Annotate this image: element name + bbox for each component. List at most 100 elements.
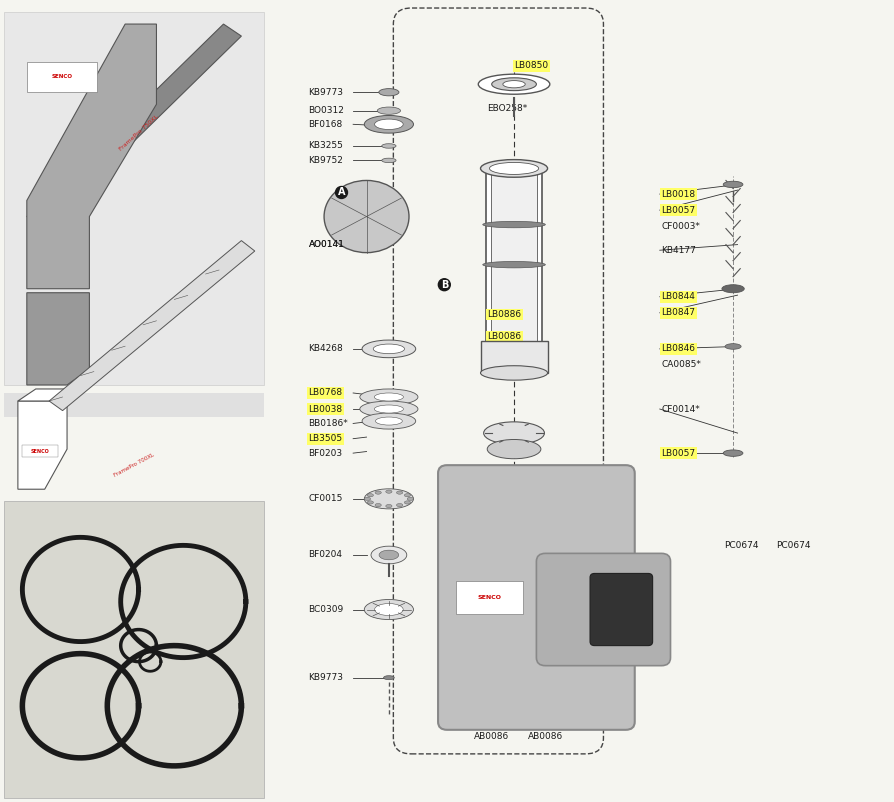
Text: BO0312: BO0312 bbox=[308, 106, 344, 115]
Ellipse shape bbox=[407, 497, 413, 500]
Ellipse shape bbox=[483, 261, 545, 268]
FancyBboxPatch shape bbox=[590, 573, 653, 646]
Ellipse shape bbox=[502, 81, 525, 88]
Ellipse shape bbox=[375, 405, 403, 413]
Text: CA0085*: CA0085* bbox=[662, 360, 702, 370]
Ellipse shape bbox=[385, 504, 392, 508]
Text: SENCO: SENCO bbox=[51, 75, 72, 79]
Text: KC0027: KC0027 bbox=[487, 444, 522, 454]
Ellipse shape bbox=[371, 546, 407, 564]
Ellipse shape bbox=[384, 675, 394, 680]
Ellipse shape bbox=[379, 550, 399, 560]
Ellipse shape bbox=[365, 115, 413, 133]
Ellipse shape bbox=[385, 490, 392, 493]
Ellipse shape bbox=[375, 119, 403, 130]
Text: BF0203: BF0203 bbox=[308, 448, 342, 458]
Text: KB9773: KB9773 bbox=[308, 87, 343, 97]
Ellipse shape bbox=[481, 366, 547, 380]
Ellipse shape bbox=[367, 500, 374, 504]
FancyBboxPatch shape bbox=[491, 172, 537, 341]
Ellipse shape bbox=[377, 107, 401, 115]
Text: BF0204: BF0204 bbox=[308, 550, 342, 560]
Text: LB0846: LB0846 bbox=[662, 344, 696, 354]
Text: LB0018: LB0018 bbox=[662, 189, 696, 199]
Text: BC0309: BC0309 bbox=[308, 605, 343, 614]
Text: EBO258*: EBO258* bbox=[487, 103, 527, 113]
Text: LB0847: LB0847 bbox=[662, 308, 696, 318]
Text: BB0186*: BB0186* bbox=[308, 419, 348, 428]
Polygon shape bbox=[27, 24, 241, 229]
Ellipse shape bbox=[373, 344, 404, 354]
Ellipse shape bbox=[365, 489, 413, 508]
Text: AO0141: AO0141 bbox=[308, 240, 344, 249]
Text: LB0038: LB0038 bbox=[308, 404, 342, 414]
Text: LB0057: LB0057 bbox=[662, 448, 696, 458]
Text: AB0086: AB0086 bbox=[474, 731, 509, 741]
Ellipse shape bbox=[404, 500, 410, 504]
Ellipse shape bbox=[379, 89, 399, 96]
Ellipse shape bbox=[404, 494, 410, 496]
Polygon shape bbox=[18, 389, 67, 401]
Ellipse shape bbox=[324, 180, 409, 253]
FancyBboxPatch shape bbox=[438, 465, 635, 730]
Ellipse shape bbox=[365, 600, 413, 619]
Ellipse shape bbox=[723, 450, 743, 456]
Polygon shape bbox=[27, 293, 89, 385]
FancyBboxPatch shape bbox=[536, 553, 670, 666]
Text: AO0141: AO0141 bbox=[308, 240, 344, 249]
Ellipse shape bbox=[375, 417, 402, 425]
Text: KB9752: KB9752 bbox=[308, 156, 343, 165]
Text: KB9773: KB9773 bbox=[308, 673, 343, 683]
Text: LB3505: LB3505 bbox=[308, 434, 342, 444]
Text: KB3255: KB3255 bbox=[308, 141, 343, 151]
Ellipse shape bbox=[367, 494, 374, 496]
FancyBboxPatch shape bbox=[481, 341, 548, 373]
Ellipse shape bbox=[481, 160, 547, 177]
Text: A: A bbox=[338, 188, 345, 197]
Ellipse shape bbox=[375, 504, 381, 507]
Text: FramePro 750XL: FramePro 750XL bbox=[118, 113, 159, 152]
Ellipse shape bbox=[483, 221, 545, 228]
Text: CF0014*: CF0014* bbox=[662, 404, 700, 414]
Text: SENCO: SENCO bbox=[31, 449, 49, 454]
Text: KB4177: KB4177 bbox=[662, 245, 696, 255]
Text: LB0886: LB0886 bbox=[487, 310, 521, 319]
Text: PC0674: PC0674 bbox=[776, 541, 811, 550]
FancyBboxPatch shape bbox=[4, 501, 264, 798]
Ellipse shape bbox=[375, 491, 381, 494]
Ellipse shape bbox=[364, 497, 370, 500]
Text: SENCO: SENCO bbox=[477, 595, 502, 600]
Text: AB0086: AB0086 bbox=[527, 731, 562, 741]
Ellipse shape bbox=[484, 422, 544, 444]
Ellipse shape bbox=[725, 344, 741, 350]
Text: LB0844: LB0844 bbox=[662, 292, 696, 302]
Text: LB0086: LB0086 bbox=[487, 332, 521, 342]
Ellipse shape bbox=[396, 504, 402, 507]
Ellipse shape bbox=[722, 285, 744, 293]
Text: CF0015: CF0015 bbox=[308, 494, 342, 504]
FancyBboxPatch shape bbox=[4, 393, 264, 417]
Ellipse shape bbox=[375, 393, 403, 401]
Text: LB0057: LB0057 bbox=[662, 205, 696, 215]
Ellipse shape bbox=[382, 144, 396, 148]
Text: BB0148: BB0148 bbox=[487, 428, 522, 438]
Ellipse shape bbox=[359, 401, 417, 417]
Text: BF0168: BF0168 bbox=[308, 119, 342, 129]
Ellipse shape bbox=[492, 78, 536, 91]
FancyBboxPatch shape bbox=[4, 12, 264, 385]
FancyBboxPatch shape bbox=[27, 62, 97, 92]
Text: LB0768: LB0768 bbox=[308, 388, 342, 398]
Text: LB0850: LB0850 bbox=[514, 61, 548, 71]
Polygon shape bbox=[18, 401, 67, 489]
Ellipse shape bbox=[478, 75, 550, 95]
Ellipse shape bbox=[375, 603, 403, 616]
Ellipse shape bbox=[489, 162, 538, 174]
Text: B: B bbox=[441, 280, 448, 290]
Polygon shape bbox=[49, 241, 255, 411]
Ellipse shape bbox=[396, 491, 402, 494]
Ellipse shape bbox=[362, 340, 416, 358]
Ellipse shape bbox=[723, 181, 743, 188]
FancyBboxPatch shape bbox=[486, 168, 542, 345]
Ellipse shape bbox=[382, 158, 396, 163]
Ellipse shape bbox=[359, 389, 417, 405]
